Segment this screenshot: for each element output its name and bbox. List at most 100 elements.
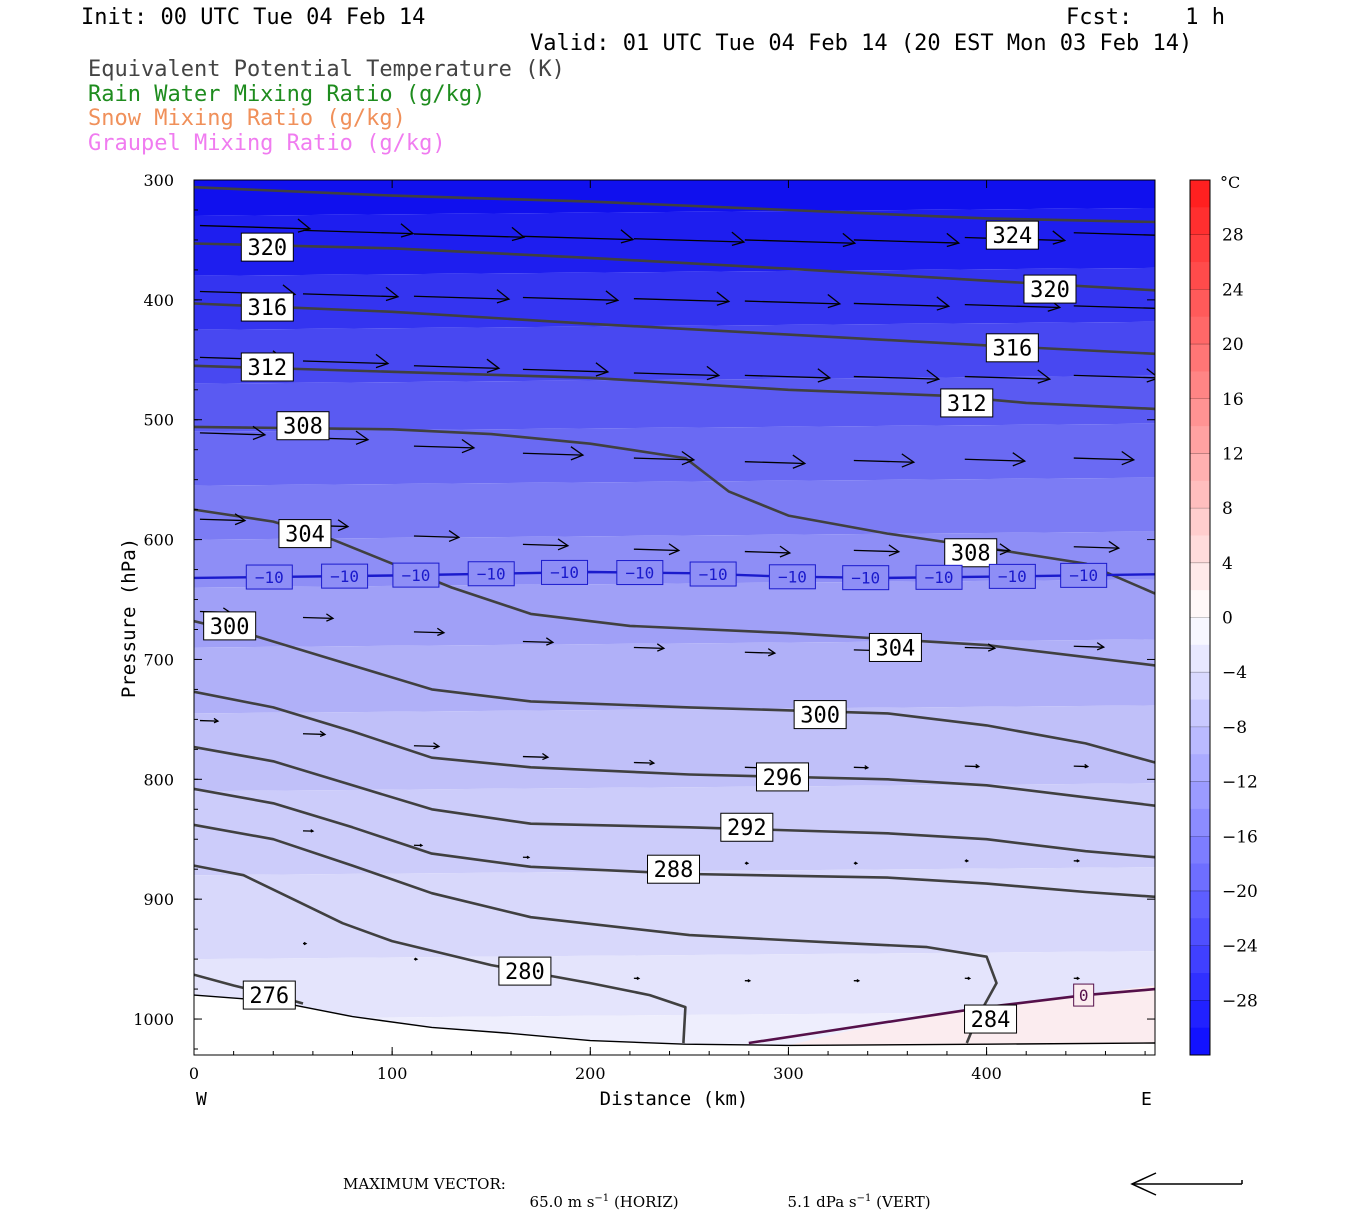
svg-text:−10: −10	[778, 568, 807, 587]
colorbar-segment	[1190, 317, 1210, 345]
colorbar-segment	[1190, 508, 1210, 536]
colorbar-tick-label: −8	[1222, 718, 1247, 738]
colorbar-tick-label: 12	[1222, 444, 1244, 464]
colorbar-segment	[1190, 563, 1210, 591]
temperature-fill	[194, 172, 1155, 1061]
colorbar-tick-label: 8	[1222, 499, 1233, 519]
colorbar-segment	[1190, 918, 1210, 946]
theta-e-label-280: 280	[499, 957, 551, 985]
x-tick-label: 200	[575, 1064, 606, 1083]
svg-text:−10: −10	[1069, 566, 1098, 585]
colorbar-segment	[1190, 864, 1210, 892]
y-tick-label: 900	[143, 890, 174, 909]
svg-text:276: 276	[249, 984, 289, 1009]
svg-text:320: 320	[1030, 278, 1070, 303]
isotherm-label-minus10: −10	[393, 563, 439, 587]
colorbar-tick-label: 28	[1222, 226, 1244, 246]
y-tick-label: 600	[143, 531, 174, 550]
colorbar-segment	[1190, 426, 1210, 454]
svg-text:308: 308	[283, 415, 323, 440]
x-tick-label: 0	[189, 1064, 199, 1083]
colorbar-segment	[1190, 180, 1210, 208]
x-end-label-left: W	[196, 1089, 207, 1110]
svg-text:−10: −10	[550, 563, 579, 582]
svg-text:284: 284	[971, 1008, 1011, 1033]
svg-text:288: 288	[654, 858, 694, 883]
colorbar-segment	[1190, 645, 1210, 673]
svg-text:0: 0	[1079, 986, 1089, 1005]
theta-e-label-308: 308	[945, 539, 997, 567]
isotherm-label-minus10: −10	[542, 560, 588, 584]
colorbar-segment	[1190, 727, 1210, 755]
svg-text:−10: −10	[625, 563, 654, 582]
theta-e-label-320: 320	[1024, 275, 1076, 303]
svg-text:280: 280	[505, 960, 545, 985]
svg-text:−10: −10	[330, 567, 359, 586]
isotherm-label-minus10: −10	[1061, 563, 1107, 587]
colorbar-segment	[1190, 809, 1210, 837]
theta-e-label-308: 308	[277, 412, 329, 440]
svg-text:316: 316	[247, 296, 287, 321]
y-axis-label: Pressure (hPa)	[118, 538, 140, 698]
colorbar-segment	[1190, 836, 1210, 864]
y-tick-label: 700	[143, 650, 174, 669]
max-vector-vert: 5.1 dPa s−1 (VERT)	[778, 1175, 931, 1211]
colorbar-segment	[1190, 782, 1210, 810]
x-tick-label: 100	[377, 1064, 408, 1083]
temp-band	[194, 424, 1155, 486]
svg-text:−10: −10	[401, 566, 430, 585]
colorbar-segment	[1190, 973, 1210, 1001]
cross-section-chart: 324 320 320 316 316 312 312 308 308 304 304 300 300 2…	[0, 0, 1350, 1160]
colorbar-tick-label: −28	[1222, 991, 1258, 1011]
colorbar-segment	[1190, 946, 1210, 974]
horiz-exp: −1	[594, 1193, 609, 1204]
isotherm-label-minus10: −10	[769, 565, 815, 589]
svg-text:312: 312	[947, 392, 987, 417]
colorbar-segment	[1190, 535, 1210, 563]
colorbar-tick-label: 0	[1222, 609, 1233, 629]
colorbar-segment	[1190, 481, 1210, 509]
colorbar-segment	[1190, 1000, 1210, 1028]
y-tick-label: 1000	[133, 1010, 174, 1029]
temp-band	[194, 580, 1155, 648]
colorbar-tick-label: 24	[1222, 280, 1244, 300]
theta-e-label-276: 276	[243, 981, 295, 1009]
colorbar-tick-label: −16	[1222, 827, 1258, 847]
svg-text:−10: −10	[477, 565, 506, 584]
temp-band	[194, 639, 1155, 713]
colorbar-segment	[1190, 672, 1210, 700]
x-tick-label: 300	[773, 1064, 804, 1083]
colorbar-tick-label: 4	[1222, 554, 1233, 574]
svg-text:304: 304	[876, 636, 916, 661]
svg-text:320: 320	[247, 236, 287, 261]
vert-value: 5.1 dPa s	[788, 1193, 857, 1211]
theta-e-label-304: 304	[869, 633, 921, 661]
colorbar-segment	[1190, 1028, 1210, 1056]
isotherm-label-minus10: −10	[468, 562, 514, 586]
theta-e-label-284: 284	[965, 1005, 1017, 1033]
isotherm-label-minus10: −10	[246, 565, 292, 589]
theta-e-label-316: 316	[241, 293, 293, 321]
theta-e-label-320: 320	[241, 233, 293, 261]
isotherm-label-minus10: −10	[916, 565, 962, 589]
theta-e-label-316: 316	[986, 334, 1038, 362]
y-tick-label: 500	[143, 411, 174, 430]
vert-suffix: (VERT)	[876, 1193, 931, 1211]
colorbar-segment	[1190, 700, 1210, 728]
svg-text:−10: −10	[255, 568, 284, 587]
max-vector-label: MAXIMUM VECTOR:	[343, 1175, 506, 1193]
colorbar-segment	[1190, 453, 1210, 481]
colorbar-segment	[1190, 262, 1210, 290]
isotherm-label-minus10: −10	[322, 564, 368, 588]
svg-text:−10: −10	[925, 568, 954, 587]
theta-e-label-324: 324	[986, 221, 1038, 249]
horiz-suffix: (HORIZ)	[614, 1193, 679, 1211]
max-vector-arrow	[1128, 1170, 1248, 1198]
x-end-label-right: E	[1141, 1089, 1152, 1110]
temp-band	[194, 705, 1155, 791]
svg-text:300: 300	[210, 615, 250, 640]
colorbar-segment	[1190, 207, 1210, 235]
svg-text:312: 312	[247, 356, 287, 381]
theta-e-label-304: 304	[279, 520, 331, 548]
colorbar-tick-label: −20	[1222, 882, 1258, 902]
